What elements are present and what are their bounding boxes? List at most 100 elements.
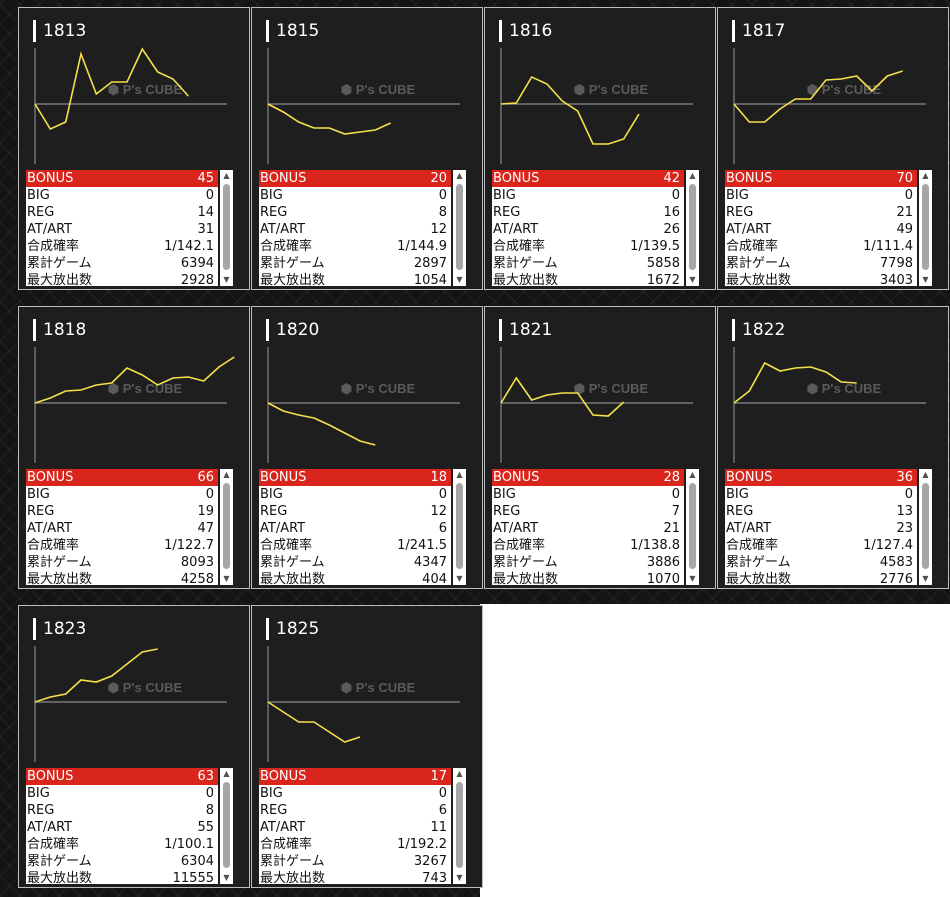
scroll-down-icon[interactable]: ▼ [456,873,463,882]
stat-value: 63 [197,769,214,784]
stat-value: 11555 [172,871,214,886]
stats-scrollbar[interactable]: ▲ ▼ [220,469,233,585]
stats-scrollbar[interactable]: ▲ ▼ [686,469,699,585]
scroll-thumb[interactable] [689,483,696,569]
stats-scrollbar[interactable]: ▲ ▼ [453,469,466,585]
scroll-thumb[interactable] [223,483,230,569]
machine-card-1818[interactable]: 1818 ⬢ P's CUBE BONUS 66 BIG 0 REG 19 AT/ART 47 合成… [18,306,250,589]
stats-scrollbar[interactable]: ▲ ▼ [220,768,233,884]
slump-graph: ⬢ P's CUBE [500,48,693,164]
stat-value: 1/111.4 [863,239,913,254]
machine-card-1817[interactable]: 1817 ⬢ P's CUBE BONUS 70 BIG 0 REG 21 AT/ART 49 合成… [717,7,949,290]
scroll-down-icon[interactable]: ▼ [689,275,696,284]
scroll-up-icon[interactable]: ▲ [456,769,463,778]
scroll-up-icon[interactable]: ▲ [922,171,929,180]
stat-value: 18 [430,470,447,485]
watermark-logo: ⬢ P's CUBE [341,82,416,97]
stat-row-bonus: BONUS 42 [492,170,684,187]
scroll-thumb[interactable] [456,782,463,868]
stat-value: 0 [205,786,214,801]
stat-label: 累計ゲーム [260,555,325,570]
scroll-down-icon[interactable]: ▼ [223,275,230,284]
scroll-up-icon[interactable]: ▲ [456,470,463,479]
stats-scrollbar[interactable]: ▲ ▼ [919,469,932,585]
stats-scrollbar[interactable]: ▲ ▼ [453,170,466,286]
scroll-thumb[interactable] [456,483,463,569]
stat-label: 累計ゲーム [493,555,558,570]
scroll-thumb[interactable] [922,184,929,270]
scroll-up-icon[interactable]: ▲ [689,171,696,180]
stat-value: 3886 [646,555,680,570]
scroll-down-icon[interactable]: ▼ [223,574,230,583]
stat-label: 最大放出数 [493,273,559,288]
stats-scrollbar[interactable]: ▲ ▼ [686,170,699,286]
scroll-down-icon[interactable]: ▼ [223,873,230,882]
stat-row-big: BIG 0 [26,187,218,204]
stats-scrollbar[interactable]: ▲ ▼ [220,170,233,286]
scroll-up-icon[interactable]: ▲ [689,470,696,479]
stat-label: REG [726,205,754,220]
machine-card-1825[interactable]: 1825 ⬢ P's CUBE BONUS 17 BIG 0 REG 6 AT/ART 11 合成確… [251,605,483,888]
stat-label: BIG [493,487,516,502]
stat-row-reg: REG 6 [259,802,451,819]
machine-card-1813[interactable]: 1813 ⬢ P's CUBE BONUS 45 BIG 0 REG 14 AT/ART 31 合成… [18,7,250,290]
stats-table: BONUS 28 BIG 0 REG 7 AT/ART 21 合成確率 1/138.8 累計ゲーム 3… [492,469,684,587]
stat-label: BIG [260,487,283,502]
machine-card-1822[interactable]: 1822 ⬢ P's CUBE BONUS 36 BIG 0 REG 13 AT/ART 23 合成… [717,306,949,589]
stats-table: BONUS 66 BIG 0 REG 19 AT/ART 47 合成確率 1/122.7 累計ゲーム… [26,469,218,587]
stat-value: 17 [430,769,447,784]
stats-table: BONUS 18 BIG 0 REG 12 AT/ART 6 合成確率 1/241.5 累計ゲーム 4… [259,469,451,587]
scroll-thumb[interactable] [223,782,230,868]
stat-value: 1/122.7 [164,538,214,553]
stat-row-big: BIG 0 [492,486,684,503]
stat-row-big: BIG 0 [492,187,684,204]
machine-card-1815[interactable]: 1815 ⬢ P's CUBE BONUS 20 BIG 0 REG 8 AT/ART 12 合成確… [251,7,483,290]
scroll-thumb[interactable] [922,483,929,569]
stat-label: BIG [27,487,50,502]
empty-area [480,604,950,897]
scroll-up-icon[interactable]: ▲ [223,769,230,778]
stat-row-max: 最大放出数 11555 [26,870,218,887]
stats-scrollbar[interactable]: ▲ ▼ [453,768,466,884]
scroll-thumb[interactable] [456,184,463,270]
slump-graph: ⬢ P's CUBE [34,347,235,463]
slump-graph: ⬢ P's CUBE [34,646,227,762]
stat-value: 13 [896,504,913,519]
stat-row-bonus: BONUS 63 [26,768,218,785]
machine-card-1823[interactable]: 1823 ⬢ P's CUBE BONUS 63 BIG 0 REG 8 AT/ART 55 合成確… [18,605,250,888]
stat-row-art: AT/ART 49 [725,221,917,238]
scroll-up-icon[interactable]: ▲ [223,171,230,180]
stat-row-prob: 合成確率 1/144.9 [259,238,451,255]
scroll-thumb[interactable] [689,184,696,270]
slump-graph: ⬢ P's CUBE [733,48,926,164]
stat-value: 0 [671,487,680,502]
stat-row-prob: 合成確率 1/138.8 [492,537,684,554]
stat-label: BIG [27,786,50,801]
stat-row-big: BIG 0 [725,187,917,204]
stat-row-big: BIG 0 [26,486,218,503]
machine-card-1820[interactable]: 1820 ⬢ P's CUBE BONUS 18 BIG 0 REG 12 AT/ART 6 合成確… [251,306,483,589]
scroll-down-icon[interactable]: ▼ [456,275,463,284]
stat-value: 404 [422,572,447,587]
stat-value: 0 [205,487,214,502]
stat-value: 1/142.1 [164,239,214,254]
scroll-up-icon[interactable]: ▲ [922,470,929,479]
stat-value: 8 [438,205,447,220]
scroll-down-icon[interactable]: ▼ [922,275,929,284]
scroll-down-icon[interactable]: ▼ [689,574,696,583]
stats-scrollbar[interactable]: ▲ ▼ [919,170,932,286]
scroll-down-icon[interactable]: ▼ [456,574,463,583]
stat-label: 最大放出数 [27,273,93,288]
graph-line [500,75,640,145]
scroll-up-icon[interactable]: ▲ [223,470,230,479]
machine-card-1816[interactable]: 1816 ⬢ P's CUBE BONUS 42 BIG 0 REG 16 AT/ART 26 合成… [484,7,716,290]
watermark-logo: ⬢ P's CUBE [108,381,183,396]
scroll-thumb[interactable] [223,184,230,270]
stat-row-games: 累計ゲーム 5858 [492,255,684,272]
scroll-up-icon[interactable]: ▲ [456,171,463,180]
stat-row-prob: 合成確率 1/241.5 [259,537,451,554]
scroll-down-icon[interactable]: ▼ [922,574,929,583]
stat-label: AT/ART [260,222,306,237]
machine-card-1821[interactable]: 1821 ⬢ P's CUBE BONUS 28 BIG 0 REG 7 AT/ART 21 合成確… [484,306,716,589]
stat-row-big: BIG 0 [259,486,451,503]
